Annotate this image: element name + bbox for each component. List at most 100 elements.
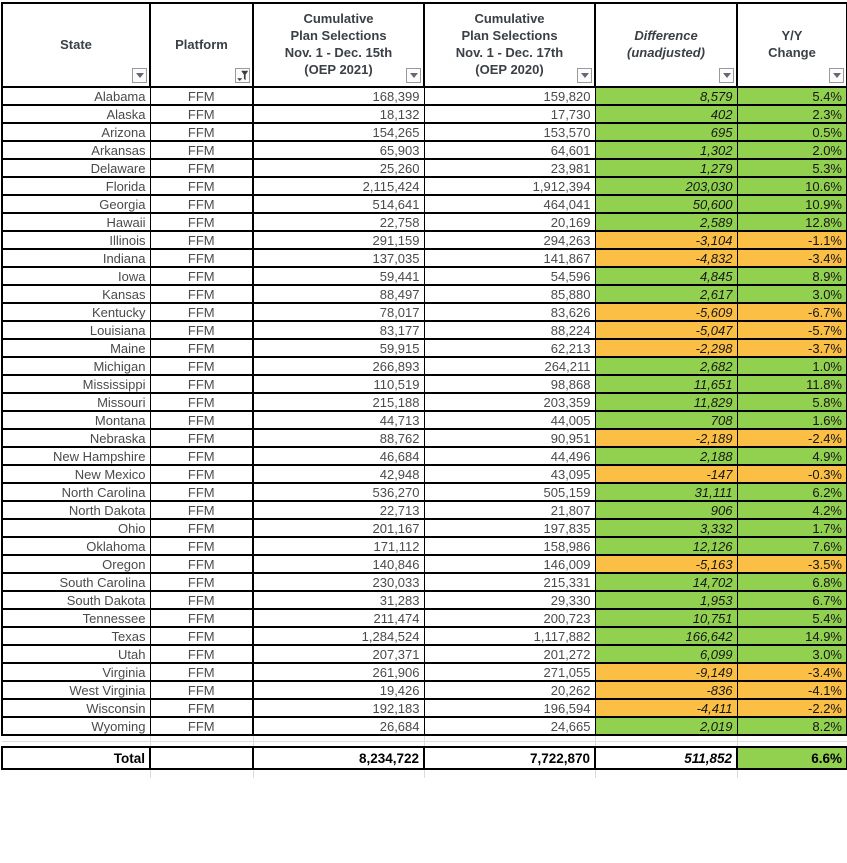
platform-cell[interactable]: FFM <box>149 500 254 520</box>
yy-change-cell[interactable]: 0.5% <box>736 122 847 142</box>
oep2021-cell[interactable]: 88,497 <box>252 284 425 304</box>
platform-cell[interactable]: FFM <box>149 680 254 700</box>
total-oep2021-cell[interactable]: 8,234,722 <box>252 746 425 770</box>
difference-cell[interactable]: -5,609 <box>594 302 738 322</box>
difference-cell[interactable]: -147 <box>594 464 738 484</box>
oep2020-cell[interactable]: 203,359 <box>423 392 596 412</box>
oep2020-cell[interactable]: 1,117,882 <box>423 626 596 646</box>
oep2021-cell[interactable]: 83,177 <box>252 320 425 340</box>
oep2021-cell[interactable]: 26,684 <box>252 716 425 736</box>
platform-cell[interactable]: FFM <box>149 194 254 214</box>
state-cell[interactable]: West Virginia <box>1 680 151 700</box>
state-cell[interactable]: Nebraska <box>1 428 151 448</box>
oep2021-cell[interactable]: 261,906 <box>252 662 425 682</box>
difference-cell[interactable]: 50,600 <box>594 194 738 214</box>
difference-cell[interactable]: 2,617 <box>594 284 738 304</box>
yy-change-cell[interactable]: -3.4% <box>736 662 847 682</box>
difference-cell[interactable]: 2,188 <box>594 446 738 466</box>
state-cell[interactable]: Texas <box>1 626 151 646</box>
yy-change-cell[interactable]: 12.8% <box>736 212 847 232</box>
oep2020-cell[interactable]: 90,951 <box>423 428 596 448</box>
difference-cell[interactable]: 1,302 <box>594 140 738 160</box>
state-cell[interactable]: New Hampshire <box>1 446 151 466</box>
platform-cell[interactable]: FFM <box>149 698 254 718</box>
oep2020-cell[interactable]: 24,665 <box>423 716 596 736</box>
oep2020-cell[interactable]: 44,496 <box>423 446 596 466</box>
oep2020-cell[interactable]: 201,272 <box>423 644 596 664</box>
yy-change-cell[interactable]: -0.3% <box>736 464 847 484</box>
state-cell[interactable]: Wisconsin <box>1 698 151 718</box>
platform-cell[interactable]: FFM <box>149 590 254 610</box>
yy-change-cell[interactable]: 4.9% <box>736 446 847 466</box>
difference-cell[interactable]: 2,019 <box>594 716 738 736</box>
oep2021-cell[interactable]: 18,132 <box>252 104 425 124</box>
state-cell[interactable]: Oregon <box>1 554 151 574</box>
oep2021-cell[interactable]: 291,159 <box>252 230 425 250</box>
total-oep2020-cell[interactable]: 7,722,870 <box>423 746 596 770</box>
platform-cell[interactable]: FFM <box>149 518 254 538</box>
yy-change-cell[interactable]: 1.0% <box>736 356 847 376</box>
platform-cell[interactable]: FFM <box>149 554 254 574</box>
oep2021-cell[interactable]: 1,284,524 <box>252 626 425 646</box>
difference-cell[interactable]: 2,682 <box>594 356 738 376</box>
oep2020-cell[interactable]: 21,807 <box>423 500 596 520</box>
difference-cell[interactable]: 2,589 <box>594 212 738 232</box>
filter-button-state[interactable] <box>132 68 147 83</box>
state-cell[interactable]: Tennessee <box>1 608 151 628</box>
yy-change-cell[interactable]: 3.0% <box>736 284 847 304</box>
column-header-state[interactable]: State <box>1 2 151 88</box>
yy-change-cell[interactable]: 7.6% <box>736 536 847 556</box>
oep2020-cell[interactable]: 146,009 <box>423 554 596 574</box>
oep2020-cell[interactable]: 62,213 <box>423 338 596 358</box>
oep2021-cell[interactable]: 31,283 <box>252 590 425 610</box>
oep2021-cell[interactable]: 78,017 <box>252 302 425 322</box>
platform-cell[interactable]: FFM <box>149 374 254 394</box>
filter-button-platform[interactable] <box>235 68 250 83</box>
yy-change-cell[interactable]: -6.7% <box>736 302 847 322</box>
difference-cell[interactable]: 6,099 <box>594 644 738 664</box>
state-cell[interactable]: North Carolina <box>1 482 151 502</box>
column-header-difference[interactable]: Difference (unadjusted) <box>594 2 738 88</box>
platform-cell[interactable]: FFM <box>149 716 254 736</box>
total-platform-cell[interactable] <box>149 746 254 770</box>
difference-cell[interactable]: 31,111 <box>594 482 738 502</box>
difference-cell[interactable]: 1,279 <box>594 158 738 178</box>
platform-cell[interactable]: FFM <box>149 356 254 376</box>
difference-cell[interactable]: 11,829 <box>594 392 738 412</box>
platform-cell[interactable]: FFM <box>149 608 254 628</box>
oep2020-cell[interactable]: 64,601 <box>423 140 596 160</box>
platform-cell[interactable]: FFM <box>149 158 254 178</box>
oep2021-cell[interactable]: 65,903 <box>252 140 425 160</box>
yy-change-cell[interactable]: 10.6% <box>736 176 847 196</box>
difference-cell[interactable]: 11,651 <box>594 374 738 394</box>
filter-button-oep2020[interactable] <box>577 68 592 83</box>
platform-cell[interactable]: FFM <box>149 104 254 124</box>
oep2021-cell[interactable]: 192,183 <box>252 698 425 718</box>
oep2021-cell[interactable]: 171,112 <box>252 536 425 556</box>
platform-cell[interactable]: FFM <box>149 302 254 322</box>
platform-cell[interactable]: FFM <box>149 464 254 484</box>
platform-cell[interactable]: FFM <box>149 446 254 466</box>
state-cell[interactable]: Montana <box>1 410 151 430</box>
state-cell[interactable]: Alabama <box>1 86 151 106</box>
oep2020-cell[interactable]: 43,095 <box>423 464 596 484</box>
oep2020-cell[interactable]: 197,835 <box>423 518 596 538</box>
state-cell[interactable]: Utah <box>1 644 151 664</box>
state-cell[interactable]: Kentucky <box>1 302 151 322</box>
platform-cell[interactable]: FFM <box>149 662 254 682</box>
state-cell[interactable]: Missouri <box>1 392 151 412</box>
platform-cell[interactable]: FFM <box>149 338 254 358</box>
oep2021-cell[interactable]: 46,684 <box>252 446 425 466</box>
difference-cell[interactable]: -5,047 <box>594 320 738 340</box>
oep2021-cell[interactable]: 88,762 <box>252 428 425 448</box>
difference-cell[interactable]: 402 <box>594 104 738 124</box>
oep2020-cell[interactable]: 29,330 <box>423 590 596 610</box>
yy-change-cell[interactable]: 5.4% <box>736 608 847 628</box>
oep2020-cell[interactable]: 54,596 <box>423 266 596 286</box>
oep2021-cell[interactable]: 42,948 <box>252 464 425 484</box>
column-header-oep2020[interactable]: Cumulative Plan Selections Nov. 1 - Dec.… <box>423 2 596 88</box>
total-difference-cell[interactable]: 511,852 <box>594 746 738 770</box>
state-cell[interactable]: Alaska <box>1 104 151 124</box>
oep2020-cell[interactable]: 271,055 <box>423 662 596 682</box>
yy-change-cell[interactable]: 14.9% <box>736 626 847 646</box>
